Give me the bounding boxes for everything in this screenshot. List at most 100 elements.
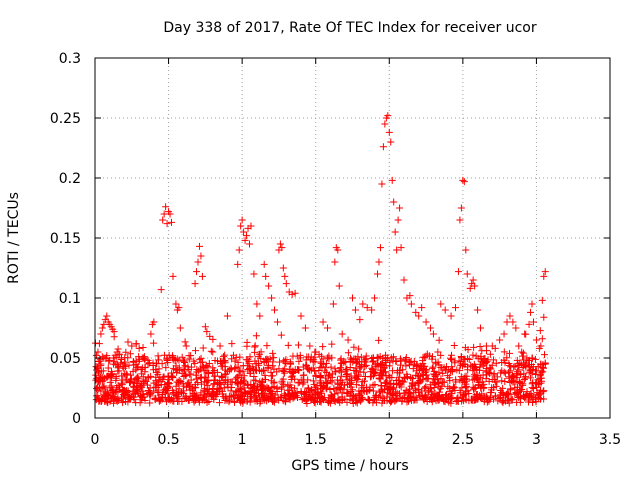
data-point [444, 383, 452, 391]
data-point [336, 377, 344, 385]
data-point [305, 365, 313, 373]
data-point [282, 280, 290, 288]
data-point [311, 383, 319, 391]
data-point [388, 374, 396, 382]
data-point [301, 324, 309, 332]
data-point [337, 355, 345, 363]
data-point [471, 373, 479, 381]
data-point [99, 367, 107, 375]
data-point [289, 394, 297, 402]
data-point [519, 380, 527, 388]
data-point [352, 366, 360, 374]
data-point [155, 394, 163, 402]
data-point [236, 385, 244, 393]
data-point [463, 270, 471, 278]
data-point [230, 391, 238, 399]
data-point [223, 312, 231, 320]
data-point [512, 324, 520, 332]
data-point [201, 387, 209, 395]
data-point [340, 385, 348, 393]
data-point [496, 336, 504, 344]
data-point [195, 242, 203, 250]
data-point [346, 363, 354, 371]
data-point [470, 364, 478, 372]
data-point [227, 387, 235, 395]
data-point [419, 353, 427, 361]
data-point [539, 364, 547, 372]
data-point [498, 397, 506, 405]
data-point [138, 364, 146, 372]
data-point [94, 348, 102, 356]
data-point [538, 335, 546, 343]
data-point [182, 342, 190, 350]
data-point [146, 399, 154, 407]
data-point [440, 378, 448, 386]
data-point [195, 398, 203, 406]
data-point [500, 348, 508, 356]
data-point [97, 360, 105, 368]
data-point [359, 300, 367, 308]
data-point [461, 355, 469, 363]
data-point [239, 362, 247, 370]
data-point [378, 360, 386, 368]
data-point [294, 379, 302, 387]
data-point [369, 387, 377, 395]
data-point [391, 228, 399, 236]
data-point [364, 395, 372, 403]
data-point [197, 354, 205, 362]
data-point [319, 318, 327, 326]
data-point [202, 361, 210, 369]
data-point [306, 356, 314, 364]
data-point [435, 361, 443, 369]
data-point [513, 356, 521, 364]
data-point [450, 341, 458, 349]
data-point [446, 354, 454, 362]
data-point [521, 374, 529, 382]
x-tick-label: 2.5 [452, 432, 474, 448]
data-point [395, 380, 403, 388]
data-point [447, 312, 455, 320]
data-point [185, 355, 193, 363]
data-point [343, 381, 351, 389]
data-point [247, 222, 255, 230]
data-point [187, 370, 195, 378]
data-point [384, 389, 392, 397]
data-point [180, 365, 188, 373]
data-point [360, 387, 368, 395]
data-point [191, 380, 199, 388]
data-point [463, 363, 471, 371]
data-point [319, 396, 327, 404]
data-point [470, 360, 478, 368]
data-point [256, 312, 264, 320]
data-point [537, 367, 545, 375]
data-point [434, 348, 442, 356]
data-point [100, 382, 108, 390]
x-tick-label: 0.5 [157, 432, 179, 448]
data-point [206, 332, 214, 340]
data-point [228, 384, 236, 392]
data-point [139, 344, 147, 352]
x-tick-label: 1 [238, 432, 247, 448]
data-point [138, 381, 146, 389]
data-point [231, 398, 239, 406]
data-point [267, 387, 275, 395]
data-point [164, 379, 172, 387]
data-point [462, 246, 470, 254]
data-point [139, 393, 147, 401]
data-point [234, 380, 242, 388]
data-point [103, 312, 111, 320]
data-point [302, 361, 310, 369]
data-point [396, 204, 404, 212]
data-point [391, 397, 399, 405]
data-point [239, 392, 247, 400]
x-tick-label: 3.5 [599, 432, 621, 448]
data-point [410, 396, 418, 404]
data-point [513, 398, 521, 406]
data-point [294, 341, 302, 349]
data-point [216, 380, 224, 388]
data-point [358, 382, 366, 390]
data-point [478, 347, 486, 355]
data-point [130, 361, 138, 369]
data-point [94, 378, 102, 386]
data-point [375, 336, 383, 344]
